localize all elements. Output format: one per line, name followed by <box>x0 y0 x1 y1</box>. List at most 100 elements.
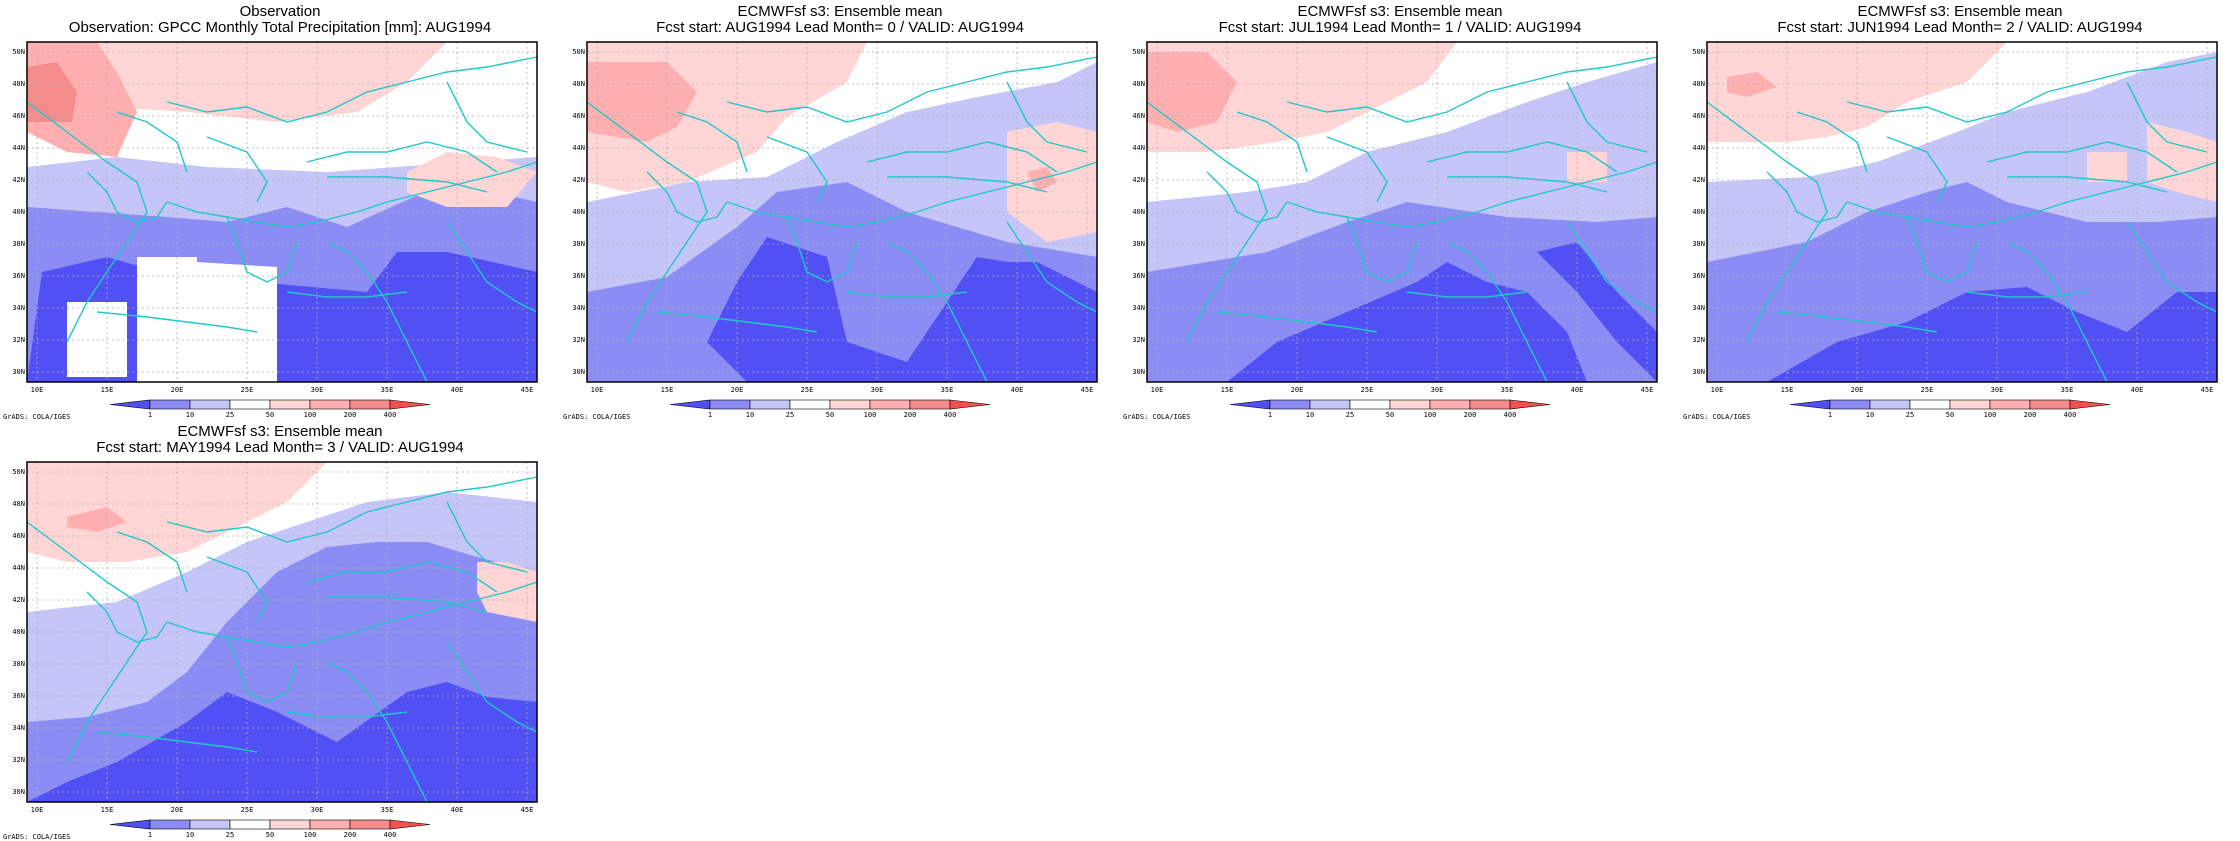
lat-tick-label: 30N <box>12 788 25 796</box>
grads-credit: GrADS: COLA/IGES <box>1123 413 1191 421</box>
grads-credit: GrADS: COLA/IGES <box>3 833 71 841</box>
lon-tick-label: 25E <box>1361 386 1374 394</box>
colorbar-label: 10 <box>186 411 194 419</box>
lat-tick-label: 32N <box>12 756 25 764</box>
colorbar-label: 200 <box>344 831 357 839</box>
lat-tick-label: 40N <box>572 208 585 216</box>
lat-tick-label: 40N <box>12 628 25 636</box>
colorbar-segment <box>389 399 431 410</box>
precip-shade-region <box>1027 167 1057 192</box>
colorbar-label: 1 <box>1268 411 1272 419</box>
colorbar-label: 100 <box>1984 411 1997 419</box>
colorbar-label: 25 <box>1906 411 1914 419</box>
colorbar: 1 10 25 50 100 200 400 <box>109 399 431 419</box>
lat-tick-label: 50N <box>572 48 585 56</box>
lat-tick-label: 46N <box>1692 112 1705 120</box>
lon-tick-label: 40E <box>451 386 464 394</box>
precip-shade-region <box>67 507 127 532</box>
colorbar-segment <box>1869 399 1911 410</box>
lat-tick-label: 34N <box>572 304 585 312</box>
lon-tick-label: 40E <box>1571 386 1584 394</box>
precip-shade-region <box>1567 152 1607 182</box>
colorbar-label: 1 <box>148 411 152 419</box>
grads-credit: GrADS: COLA/IGES <box>563 413 631 421</box>
coastlines <box>586 56 1098 383</box>
lat-tick-label: 44N <box>1132 144 1145 152</box>
lon-tick-label: 15E <box>661 386 674 394</box>
colorbar-segment <box>269 819 311 830</box>
colorbar-segment <box>1989 399 2031 410</box>
colorbar-label: 10 <box>1306 411 1314 419</box>
lat-tick-label: 38N <box>572 240 585 248</box>
colorbar-label: 100 <box>304 831 317 839</box>
precip-shade-region <box>2087 152 2127 182</box>
colorbar-segment <box>309 399 351 410</box>
panel-title: ECMWFsf s3: Ensemble mean <box>177 423 383 440</box>
lon-tick-label: 30E <box>311 386 324 394</box>
colorbar-segment <box>189 399 231 410</box>
precip-map: 10E 15E 20E 25E 30E 35E 40E 45E 50N 48N 46N 44N 42N 4… <box>1132 41 1658 419</box>
lon-tick-label: 10E <box>31 806 44 814</box>
lat-tick-label: 30N <box>12 368 25 376</box>
lat-tick-label: 36N <box>572 272 585 280</box>
lat-tick-label: 42N <box>572 176 585 184</box>
lat-tick-label: 34N <box>12 724 25 732</box>
lon-tick-label: 10E <box>31 386 44 394</box>
panel-subtitle: Fcst start: AUG1994 Lead Month= 0 / VALI… <box>656 19 1024 36</box>
lat-tick-label: 40N <box>1132 208 1145 216</box>
lon-tick-label: 25E <box>801 386 814 394</box>
colorbar-label: 100 <box>864 411 877 419</box>
precip-map: 10E 15E 20E 25E 30E 35E 40E 45E 50N 48N 46N 44N 42N 4… <box>12 461 538 839</box>
lat-tick-label: 46N <box>12 532 25 540</box>
lat-tick-label: 50N <box>12 468 25 476</box>
colorbar-segment <box>1389 399 1431 410</box>
lat-tick-label: 36N <box>12 272 25 280</box>
colorbar-segment <box>149 819 191 830</box>
colorbar-segment <box>2029 399 2071 410</box>
colorbar-segment <box>709 399 751 410</box>
coastlines <box>1146 56 1658 383</box>
lon-tick-label: 35E <box>941 386 954 394</box>
lat-tick-label: 46N <box>572 112 585 120</box>
colorbar-segment <box>1429 399 1471 410</box>
colorbar-segment <box>349 399 391 410</box>
coastlines <box>1706 56 2218 383</box>
colorbar-segment <box>1349 399 1391 410</box>
panel-subtitle: Fcst start: JUL1994 Lead Month= 1 / VALI… <box>1218 19 1582 36</box>
precip-map: 10E 15E 20E 25E 30E 35E 40E 45E 50N 48N 46N 44N 42N 4… <box>12 41 538 419</box>
colorbar-segment <box>349 819 391 830</box>
lon-tick-label: 15E <box>101 386 114 394</box>
colorbar-segment <box>189 819 231 830</box>
colorbar-label: 1 <box>708 411 712 419</box>
precip-shade-region <box>347 462 537 502</box>
precip-shade-region <box>27 62 77 122</box>
lon-tick-label: 45E <box>1081 386 1094 394</box>
lat-tick-label: 32N <box>1692 336 1705 344</box>
lat-tick-label: 32N <box>1132 336 1145 344</box>
lon-tick-label: 25E <box>1921 386 1934 394</box>
lon-tick-label: 20E <box>171 386 184 394</box>
lon-tick-label: 20E <box>171 806 184 814</box>
lon-tick-label: 40E <box>1011 386 1024 394</box>
lon-tick-label: 45E <box>521 386 534 394</box>
map-panel: ECMWFsf s3: Ensemble mean Fcst start: MAY… <box>0 420 560 841</box>
colorbar-label: 200 <box>2024 411 2037 419</box>
colorbar-label: 10 <box>1866 411 1874 419</box>
lat-tick-label: 34N <box>12 304 25 312</box>
lon-tick-label: 45E <box>2201 386 2214 394</box>
grid-lines <box>27 462 537 802</box>
colorbar-segment <box>1909 399 1951 410</box>
precip-map: 10E 15E 20E 25E 30E 35E 40E 45E 50N 48N 46N 44N 42N 4… <box>572 41 1098 419</box>
lon-tick-label: 15E <box>1221 386 1234 394</box>
colorbar-label: 25 <box>786 411 794 419</box>
lat-tick-label: 48N <box>1132 80 1145 88</box>
lat-tick-label: 36N <box>1692 272 1705 280</box>
colorbar-segment <box>949 399 991 410</box>
map-frame <box>1706 41 2218 383</box>
lat-tick-label: 30N <box>1692 368 1705 376</box>
lon-tick-label: 35E <box>1501 386 1514 394</box>
lon-tick-label: 10E <box>1711 386 1724 394</box>
precip-shade-region <box>1147 52 1237 132</box>
colorbar-label: 25 <box>226 831 234 839</box>
colorbar-label: 25 <box>226 411 234 419</box>
